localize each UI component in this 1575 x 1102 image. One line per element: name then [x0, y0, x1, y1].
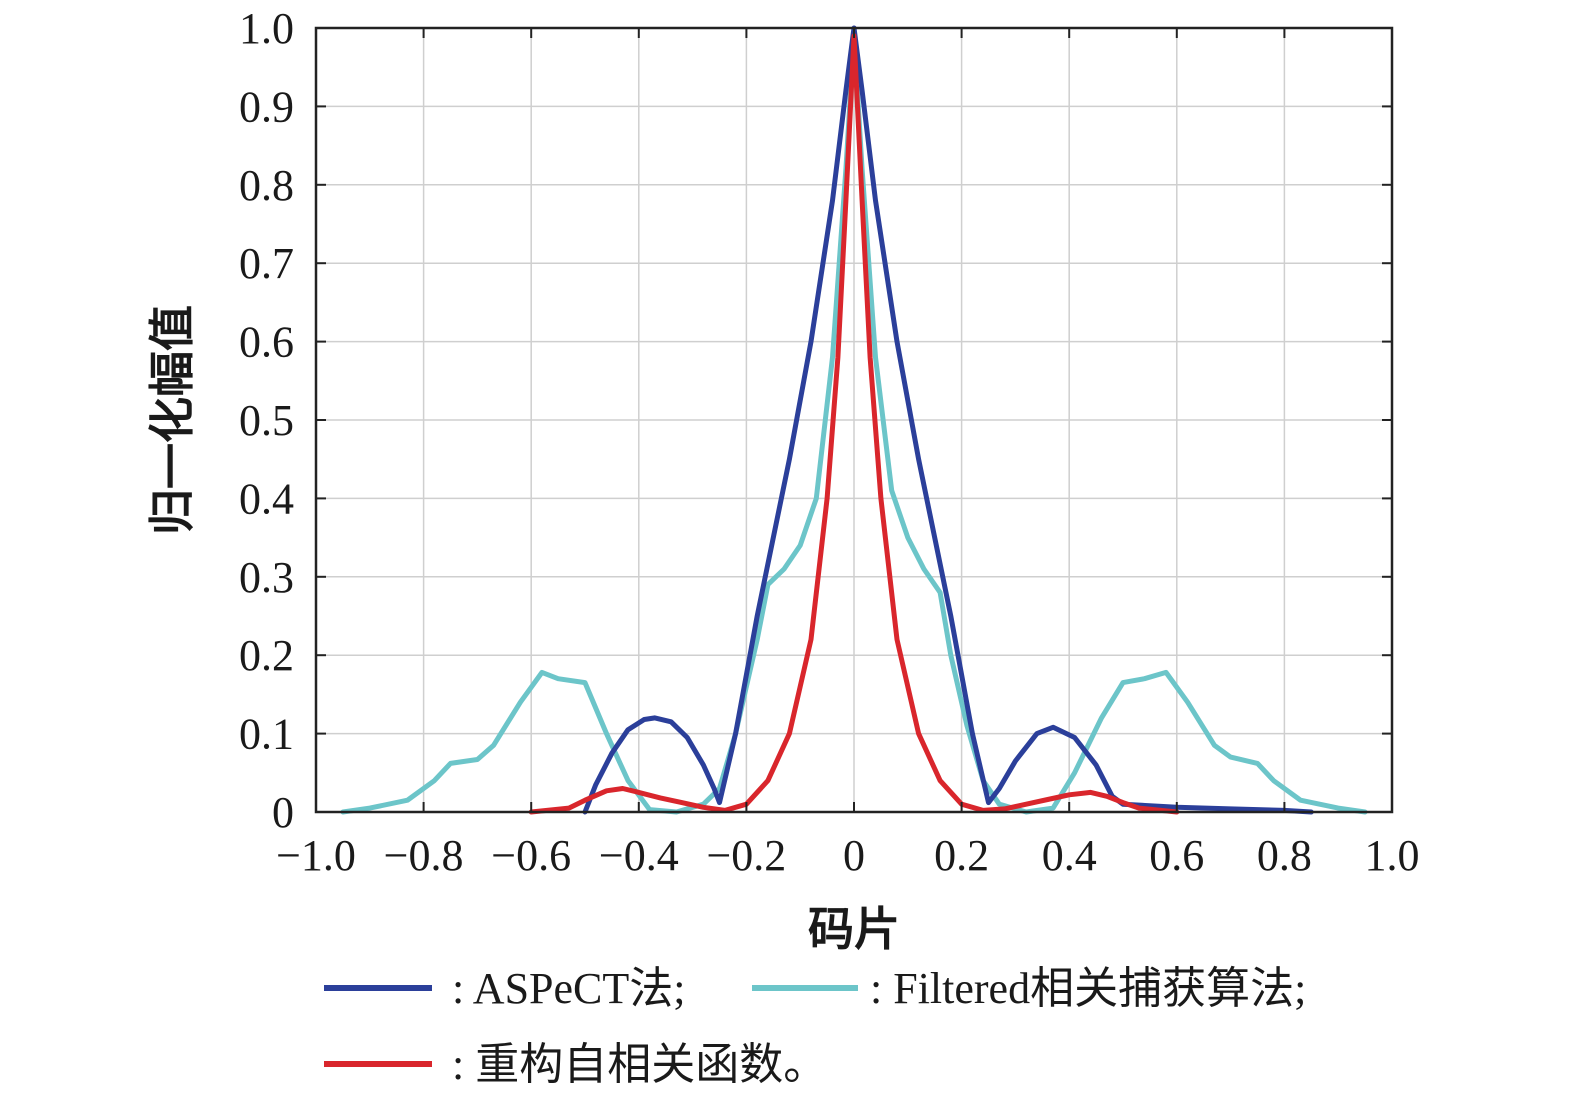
y-tick-label: 0.2	[239, 631, 294, 680]
y-axis-label: 归一化幅值	[147, 305, 198, 535]
y-tick-label: 0.7	[239, 239, 294, 288]
y-tick-label: 0.3	[239, 553, 294, 602]
x-tick-label: 0.6	[1149, 831, 1204, 880]
series-line-aspect	[582, 25, 1314, 815]
y-tick-label: 0.6	[239, 318, 294, 367]
x-tick-label: 0.4	[1042, 831, 1097, 880]
y-tick-label: 0.5	[239, 396, 294, 445]
x-tick-label: −0.2	[706, 831, 786, 880]
legend-label-filtered: : Filtered相关捕获算法;	[870, 964, 1306, 1013]
legend-label-aspect: : ASPeCT法;	[452, 964, 686, 1013]
x-tick-labels: −1.0 −0.8 −0.6 −0.4 −0.2 0 0.2 0.4 0.6 0.8 1.0	[276, 831, 1419, 880]
y-tick-label: 0.8	[239, 161, 294, 210]
x-axis-label: 码片	[808, 904, 900, 955]
x-tick-label: 0.2	[934, 831, 989, 880]
x-tick-label: −0.8	[384, 831, 464, 880]
x-tick-label: 1.0	[1365, 831, 1420, 880]
y-tick-label: 0.4	[239, 474, 294, 523]
y-tick-label: 1.0	[239, 4, 294, 53]
legend-label-reconstructed: : 重构自相关函数。	[452, 1040, 827, 1089]
grid	[315, 27, 1393, 813]
x-tick-label: −0.6	[491, 831, 571, 880]
x-tick-label: −0.4	[599, 831, 679, 880]
x-tick-label: −1.0	[276, 831, 356, 880]
y-tick-label: 0	[272, 788, 294, 837]
y-tick-label: 0.9	[239, 82, 294, 131]
y-tick-label: 0.1	[239, 710, 294, 759]
legend: : ASPeCT法; : Filtered相关捕获算法; : 重构自相关函数。	[324, 964, 1306, 1089]
ticks	[315, 27, 1393, 813]
x-tick-label: 0.8	[1257, 831, 1312, 880]
y-tick-labels: 0 0.1 0.2 0.3 0.4 0.5 0.6 0.7 0.8 0.9 1.0	[239, 4, 294, 837]
x-tick-label: 0	[843, 831, 865, 880]
